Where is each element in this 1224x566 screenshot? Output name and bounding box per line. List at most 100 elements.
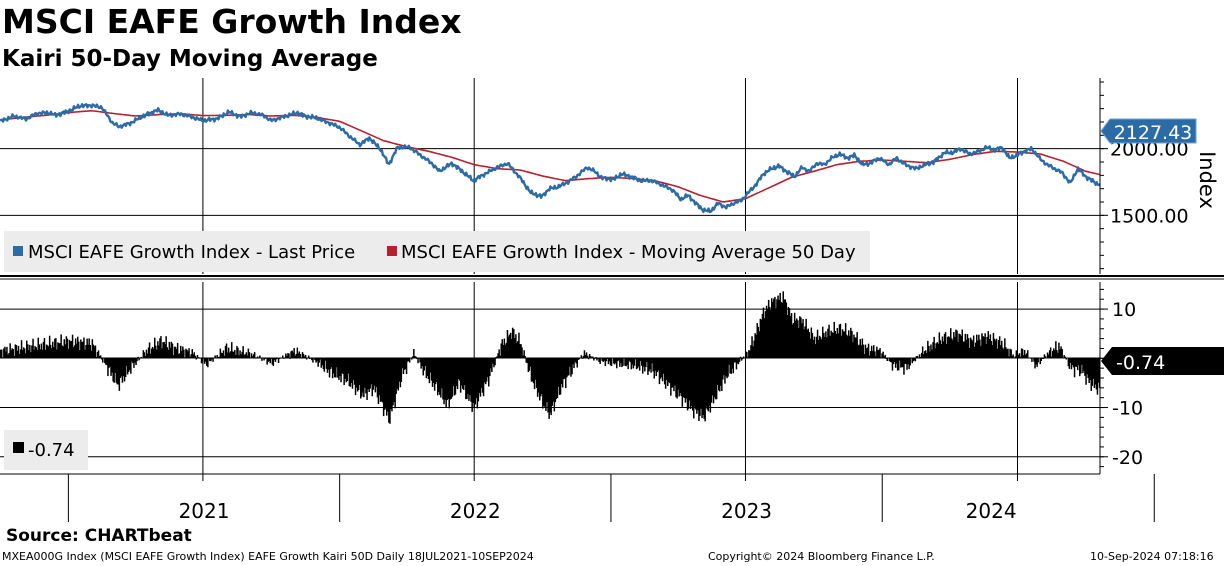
kairi-bar [239, 350, 241, 359]
kairi-bar [487, 358, 489, 378]
kairi-bar [270, 358, 272, 359]
kairi-bar [363, 358, 365, 398]
kairi-bar [1017, 354, 1020, 359]
kairi-bar [428, 358, 431, 384]
kairi-bar [272, 358, 275, 367]
kairi-bar [1079, 358, 1081, 377]
kairi-bar [144, 355, 147, 359]
kairi-bar [4, 346, 6, 359]
kairi-bar [682, 358, 685, 397]
kairi-bar [795, 320, 797, 359]
kairi-bar [830, 330, 832, 359]
kairi-bar [448, 358, 450, 409]
kairi-bar [608, 358, 611, 362]
kairi-bar [972, 335, 975, 359]
kairi-bar [186, 349, 188, 359]
kairi-bar [27, 344, 29, 359]
kairi-bar [610, 358, 613, 366]
kairi-bar [330, 358, 333, 368]
kairi-bar [334, 358, 336, 378]
kairi-bar [1053, 348, 1055, 359]
kairi-bar [1037, 358, 1039, 363]
kairi-bar [150, 348, 153, 359]
kairi-bar [798, 328, 800, 359]
kairi-bar [1067, 358, 1070, 367]
kairi-bar [559, 358, 562, 395]
kairi-bar [1018, 353, 1021, 359]
kairi-bar [778, 299, 780, 359]
kairi-bar [38, 344, 40, 359]
kairi-bar [37, 337, 39, 359]
kairi-bar [520, 344, 522, 359]
kairi-bar [973, 346, 976, 359]
price-legend: MSCI EAFE Growth Index - Last Price MSCI… [4, 231, 870, 272]
kairi-bar [259, 355, 261, 359]
kairi-bar [568, 358, 570, 376]
kairi-bar [901, 358, 903, 368]
kairi-bar [825, 331, 827, 359]
kairi-bar [36, 349, 38, 359]
kairi-bar [831, 332, 833, 359]
kairi-bar [720, 358, 722, 386]
kairi-bar [957, 341, 959, 359]
kairi-bar [754, 333, 756, 359]
kairi-bar [1070, 358, 1073, 370]
kairi-bar [624, 358, 626, 366]
kairi-bar [895, 358, 898, 364]
kairi-bar [84, 349, 86, 359]
kairi-bar [597, 358, 599, 359]
kairi-bar [13, 355, 15, 359]
kairi-bar [911, 358, 913, 364]
kairi-bar [782, 291, 784, 359]
kairi-bar [462, 358, 464, 389]
legend-background [4, 231, 870, 272]
kairi-bar [621, 358, 623, 368]
kairi-bar [791, 324, 794, 359]
kairi-bar [453, 358, 456, 396]
kairi-bar [343, 358, 345, 386]
kairi-bar [931, 349, 933, 359]
kairi-bar [829, 335, 831, 359]
kairi-bar [1092, 358, 1095, 379]
price-panel-grid [0, 78, 1100, 274]
kairi-bar [811, 332, 814, 359]
kairi-bar [928, 346, 930, 359]
kairi-bar [333, 358, 335, 374]
kairi-bar [996, 348, 999, 359]
kairi-bar [406, 358, 409, 362]
kairi-bar [998, 336, 1001, 359]
kairi-bar [293, 348, 295, 359]
kairi-bar [567, 358, 569, 376]
kairi-bar [1081, 358, 1083, 365]
kairi-bar [458, 358, 461, 381]
kairi-bar [709, 358, 712, 413]
kairi-bar [952, 340, 954, 359]
kairi-bar [960, 335, 962, 359]
kairi-bar [472, 358, 474, 403]
kairi-bar [253, 352, 256, 359]
kairi-bar [822, 326, 824, 359]
kairi-bar [976, 334, 978, 359]
kairi-bar [867, 343, 870, 359]
kairi-bar [602, 358, 604, 362]
kairi-bar [165, 336, 167, 359]
kairi-bar [57, 342, 59, 359]
kairi-bar [398, 358, 400, 382]
kairi-bar [932, 342, 934, 359]
kairi-bar [393, 358, 395, 403]
kairi-bar [188, 348, 190, 359]
kairi-bar [970, 339, 973, 359]
kairi-bar [700, 358, 702, 409]
kairi-bar [1026, 353, 1028, 359]
kairi-bar [522, 355, 524, 359]
kairi-bar [430, 358, 433, 381]
kairi-bar [415, 356, 417, 359]
kairi-bar [647, 358, 649, 375]
kairi-bar [546, 358, 548, 403]
kairi-bar [565, 358, 567, 389]
kairi-bar [396, 358, 398, 389]
kairi-last-value: -0.74 [1116, 352, 1165, 374]
kairi-bar [371, 358, 373, 397]
kairi-bar [539, 358, 541, 401]
kairi-bar [941, 336, 944, 359]
